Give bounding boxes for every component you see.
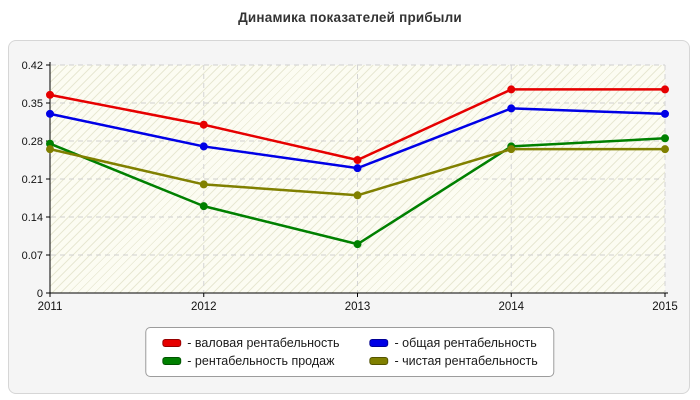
data-point-net-margin-2012 [199, 180, 208, 189]
data-point-gross-margin-2011 [46, 90, 54, 99]
legend-item-gross-margin: - валовая рентабельность [162, 336, 340, 350]
series-gross-margin [46, 85, 669, 164]
x-tick-label: 2015 [652, 301, 678, 313]
legend-label-gross-margin: - валовая рентабельность [187, 336, 340, 350]
data-point-sales-margin-2015 [661, 134, 669, 143]
data-point-sales-margin-2012 [199, 202, 208, 211]
data-point-net-margin-2011 [46, 145, 54, 154]
legend-item-sales-margin: - рентабельность продаж [162, 354, 339, 368]
y-tick-label: 0.28 [22, 136, 43, 148]
x-tick-label: 2013 [345, 301, 371, 313]
x-tick-label: 2014 [498, 301, 524, 313]
legend-item-net-margin: - чистая рентабельность [369, 354, 538, 368]
data-point-net-margin-2014 [507, 145, 516, 154]
x-axis-ticks: 2011 2012 2013 2014 2015 [38, 293, 678, 313]
legend-item-overall-margin: - общая рентабельность [369, 336, 538, 350]
data-point-overall-margin-2014 [507, 104, 516, 113]
y-tick-label: 0.14 [22, 212, 43, 224]
y-tick-label: 0 [37, 288, 43, 300]
y-axis-ticks: 0 0.07 0.14 0.21 0.28 0.35 0.42 [22, 60, 50, 300]
legend: - валовая рентабельность - общая рентабел… [145, 327, 555, 377]
sales-margin-swatch-icon [162, 357, 182, 365]
overall-margin-swatch-icon [369, 339, 389, 347]
page-title: Динамика показателей прибыли [238, 10, 462, 25]
gross-margin-swatch-icon [162, 339, 182, 347]
data-point-overall-margin-2011 [46, 109, 54, 118]
data-point-overall-margin-2013 [353, 164, 362, 173]
data-point-overall-margin-2015 [661, 109, 669, 118]
axes [49, 62, 668, 294]
y-tick-label: 0.07 [22, 250, 43, 262]
series-overall-margin [46, 104, 669, 173]
data-point-net-margin-2013 [353, 191, 362, 200]
data-point-gross-margin-2012 [199, 120, 208, 129]
net-margin-swatch-icon [369, 357, 389, 365]
data-point-net-margin-2015 [661, 145, 669, 154]
legend-label-net-margin: - чистая рентабельность [394, 354, 538, 368]
x-tick-label: 2012 [191, 301, 217, 313]
series-net-margin [46, 145, 669, 200]
x-tick-label: 2011 [38, 301, 63, 313]
data-point-gross-margin-2015 [661, 85, 669, 94]
legend-label-sales-margin: - рентабельность продаж [187, 354, 335, 368]
data-point-gross-margin-2013 [353, 156, 362, 164]
y-tick-label: 0.35 [22, 98, 43, 110]
legend-label-overall-margin: - общая рентабельность [394, 336, 537, 350]
gridlines [51, 64, 666, 292]
data-point-gross-margin-2014 [507, 85, 516, 94]
data-point-overall-margin-2012 [199, 142, 208, 151]
y-tick-label: 0.42 [22, 60, 43, 72]
y-tick-label: 0.21 [22, 174, 43, 186]
data-point-sales-margin-2013 [353, 240, 362, 249]
